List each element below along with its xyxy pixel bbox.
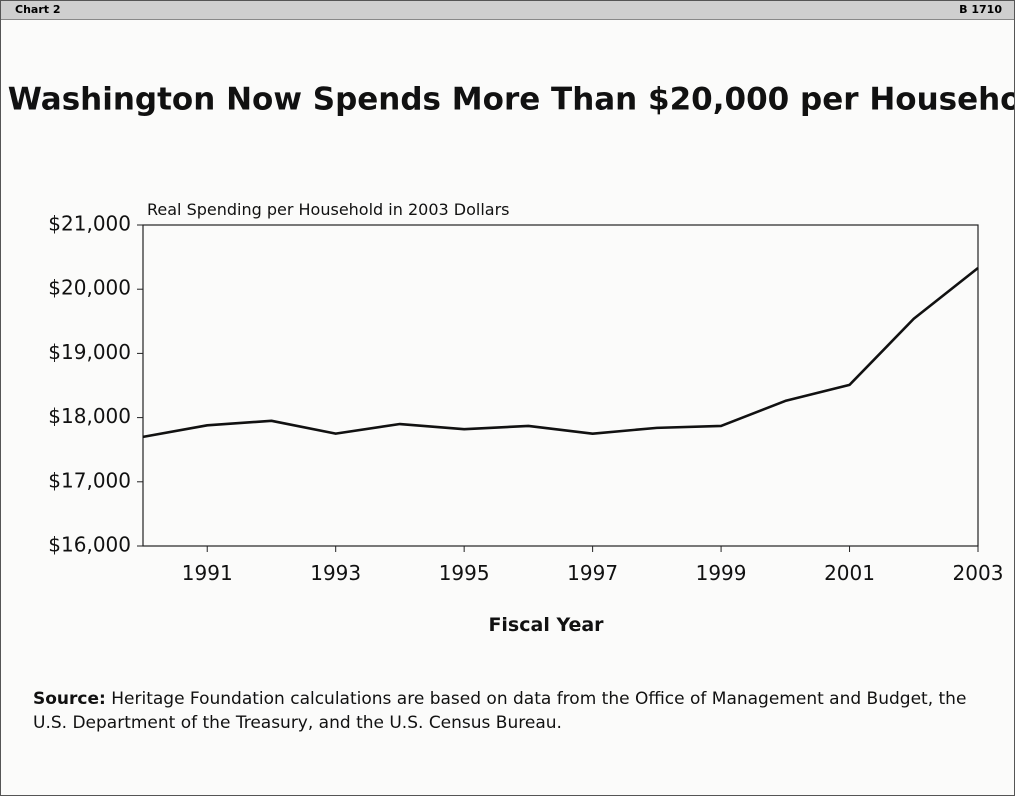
chart-number: Chart 2	[15, 3, 61, 16]
y-tick-label: $21,000	[48, 212, 131, 236]
x-tick-label: 1995	[439, 561, 490, 585]
y-tick-label: $20,000	[48, 276, 131, 300]
y-tick-label: $17,000	[48, 468, 131, 492]
chart-title: Washington Now Spends More Than $20,000 …	[8, 82, 1014, 118]
x-tick-label: 1991	[182, 561, 233, 585]
x-tick-label: 2003	[953, 561, 1004, 585]
source-text: Heritage Foundation calculations are bas…	[33, 689, 967, 733]
x-tick-label: 1997	[567, 561, 618, 585]
x-tick-label: 2001	[824, 561, 875, 585]
source-label: Source:	[33, 689, 106, 709]
data-line	[142, 266, 979, 439]
chart-subtitle: Real Spending per Household in 2003 Doll…	[147, 200, 509, 219]
source-note: Source: Heritage Foundation calculations…	[33, 687, 993, 735]
x-axis-label: Fiscal Year	[488, 614, 604, 636]
y-tick-label: $19,000	[48, 340, 131, 364]
x-tick-label: 1999	[696, 561, 747, 585]
y-tick-label: $16,000	[48, 533, 131, 557]
chart: Washington Now Spends More Than $20,000 …	[8, 82, 1014, 637]
y-tick-label: $18,000	[48, 404, 131, 428]
x-tick-label: 1993	[310, 561, 361, 585]
top-bar: Chart 2 B 1710	[1, 1, 1014, 20]
plot-frame	[142, 224, 979, 547]
report-number: B 1710	[959, 3, 1002, 16]
